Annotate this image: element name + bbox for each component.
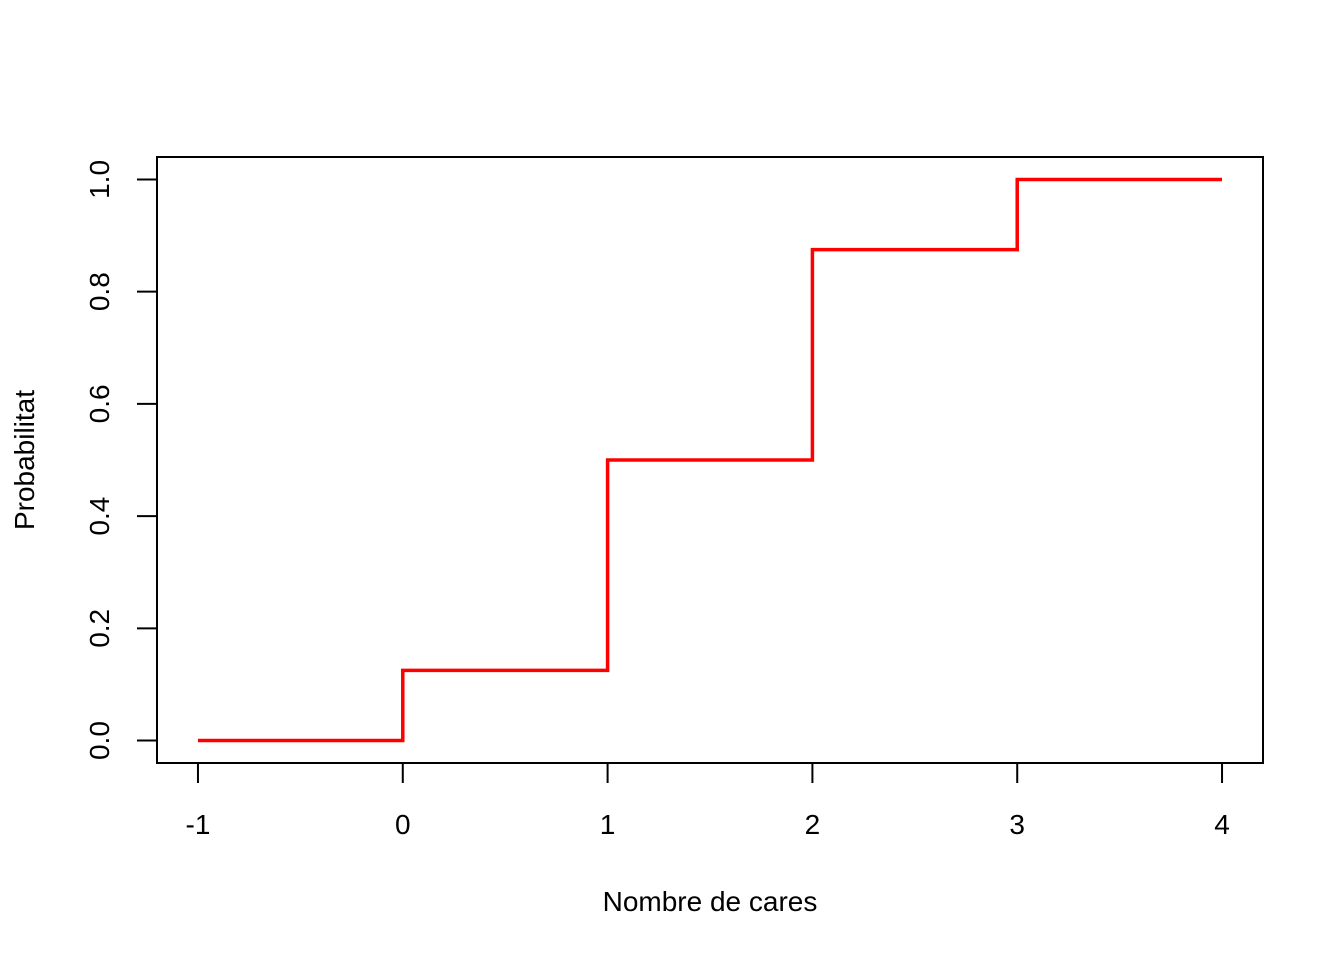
x-tick-label: 2 [805,809,821,840]
series-line-0 [197,177,1223,743]
y-tick-label: 0.6 [84,384,115,423]
x-tick-label: 3 [1009,809,1025,840]
x-axis-label: Nombre de cares [603,886,818,917]
x-tick-label: 0 [395,809,411,840]
y-tick-label: 0.4 [84,497,115,536]
y-tick-label: 0.0 [84,721,115,760]
x-tick-label: -1 [186,809,211,840]
x-tick-label: 1 [600,809,616,840]
x-tick-label: 4 [1214,809,1230,840]
y-tick-label: 1.0 [84,160,115,199]
y-tick-label: 0.8 [84,272,115,311]
x-axis: -1 0 1 2 3 4 [186,762,1230,840]
y-tick-label: 0.2 [84,609,115,648]
series-layer [197,177,1223,743]
y-axis: 0.0 0.2 0.4 0.6 0.8 1.0 [84,160,158,760]
y-axis-label: Probabilitat [9,390,40,530]
